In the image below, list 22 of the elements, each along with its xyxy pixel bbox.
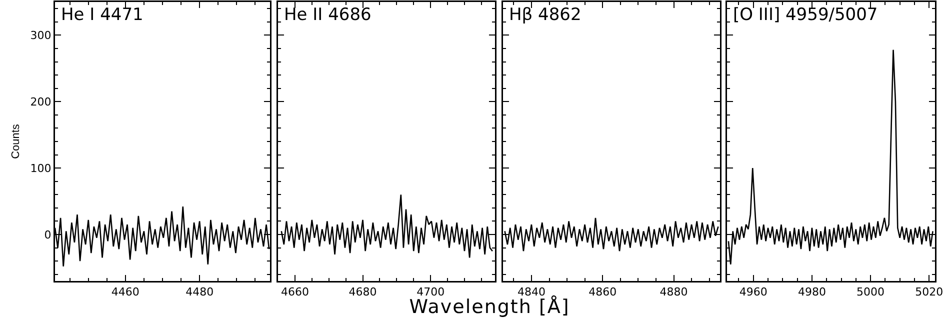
x-tick-label: 4700 [416,286,445,299]
y-tick-label: 100 [30,162,52,175]
x-tick-label: 5000 [856,286,885,299]
chart-title: Hβ 4862 [509,5,582,25]
x-tick-label: 4960 [739,286,768,299]
x-tick-label: 4480 [186,286,214,299]
y-tick-label: 300 [30,29,52,42]
y-tick-label: 0 [44,228,52,242]
x-tick-label: 4680 [348,286,377,299]
x-tick-label: 4460 [111,286,140,299]
y-tick-label: 200 [30,95,52,108]
chart-title: He I 4471 [61,5,144,25]
x-tick-label: 4860 [588,286,617,299]
x-tick-label: 4880 [660,286,688,299]
x-tick-label: 4660 [280,286,309,299]
y-axis-title: Counts [10,124,22,159]
x-tick-label: 5020 [915,286,944,299]
x-tick-label: 4980 [798,286,826,299]
chart-title: [O III] 4959/5007 [733,5,878,25]
x-axis-title: Wavelength [Å] [409,296,570,318]
chart-title: He II 4686 [284,5,372,25]
x-tick-label: 4840 [517,286,546,299]
